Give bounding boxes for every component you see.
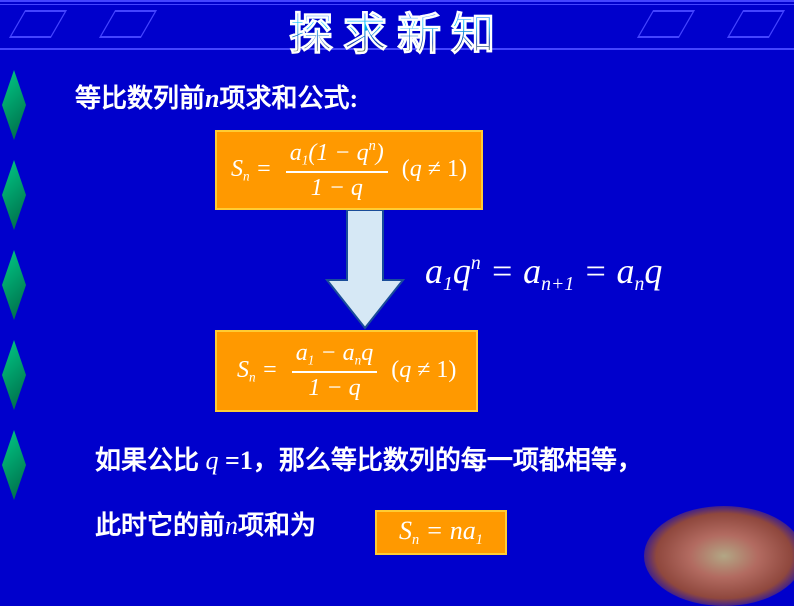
side-diamond-decor — [2, 250, 26, 320]
side-decoration — [0, 50, 30, 596]
corner-decoration — [644, 506, 794, 606]
header-bar: 探求新知 — [0, 0, 794, 50]
cond-q: q — [410, 156, 422, 182]
formula2-condition: (q ≠ 1) — [391, 357, 456, 384]
formula3-content: Sn = na1 — [399, 516, 483, 549]
l2-pre: 此时它的前 — [95, 511, 225, 540]
heading-pre: 等比数列前 — [75, 84, 205, 113]
side-diamond-decor — [2, 430, 26, 500]
arrow-shape — [327, 210, 403, 328]
l2-n: n — [225, 511, 238, 540]
content-area: 等比数列前n项求和公式: Sn = a1(1 − qn) 1 − q (q ≠ … — [35, 60, 784, 586]
decor-diamonds-left — [8, 10, 158, 38]
f2-den: 1 − q — [308, 373, 360, 402]
cond-close: ≠ 1) — [411, 357, 456, 383]
f2-num: a1 − anq — [292, 340, 377, 373]
formula1-condition: (q ≠ 1) — [402, 156, 467, 183]
l1-pre: 如果公比 — [95, 446, 206, 475]
cond-open: ( — [402, 156, 410, 182]
formula-box-1: Sn = a1(1 − qn) 1 − q (q ≠ 1) — [215, 130, 483, 210]
formula1-fraction: a1(1 − qn) 1 − q — [286, 138, 388, 202]
formula-box-3: Sn = na1 — [375, 510, 507, 555]
formula1-lhs: Sn = — [231, 156, 272, 185]
heading-post: 项求和公式: — [219, 84, 358, 113]
explain-line-2: 此时它的前n项和为 — [95, 505, 316, 542]
formula2-fraction: a1 − anq 1 − q — [292, 340, 377, 402]
formula-box-2: Sn = a1 − anq 1 − q (q ≠ 1) — [215, 330, 478, 412]
down-arrow-icon — [325, 210, 405, 330]
cond-open: ( — [391, 357, 399, 383]
formula2-lhs: Sn = — [237, 357, 278, 386]
l1-q: q — [206, 446, 219, 475]
lhs-sub: n — [249, 369, 256, 384]
side-diamond-decor — [2, 340, 26, 410]
cond-close: ≠ 1) — [422, 156, 467, 182]
diamond-decor — [9, 10, 67, 38]
l1-post: =1，那么等比数列的每一项都相等， — [219, 446, 643, 475]
heading-n: n — [205, 84, 219, 113]
diamond-decor — [637, 10, 695, 38]
lhs-sub: n — [243, 168, 250, 183]
diamond-decor — [727, 10, 785, 38]
lhs-S: S — [237, 357, 249, 383]
l2-post: 项和为 — [238, 511, 316, 540]
diamond-decor — [99, 10, 157, 38]
side-diamond-decor — [2, 160, 26, 230]
heading: 等比数列前n项求和公式: — [75, 78, 784, 115]
f1-den: 1 − q — [311, 173, 363, 202]
decor-diamonds-right — [636, 10, 786, 38]
side-diamond-decor — [2, 70, 26, 140]
lhs-S: S — [231, 156, 243, 182]
middle-equation: a1qn = an+1 = anq — [425, 250, 662, 296]
cond-q: q — [399, 357, 411, 383]
f1-num: a1(1 − qn) — [286, 138, 388, 173]
explain-line-1: 如果公比 q =1，那么等比数列的每一项都相等， — [95, 440, 643, 477]
slide-title: 探求新知 — [289, 0, 505, 62]
